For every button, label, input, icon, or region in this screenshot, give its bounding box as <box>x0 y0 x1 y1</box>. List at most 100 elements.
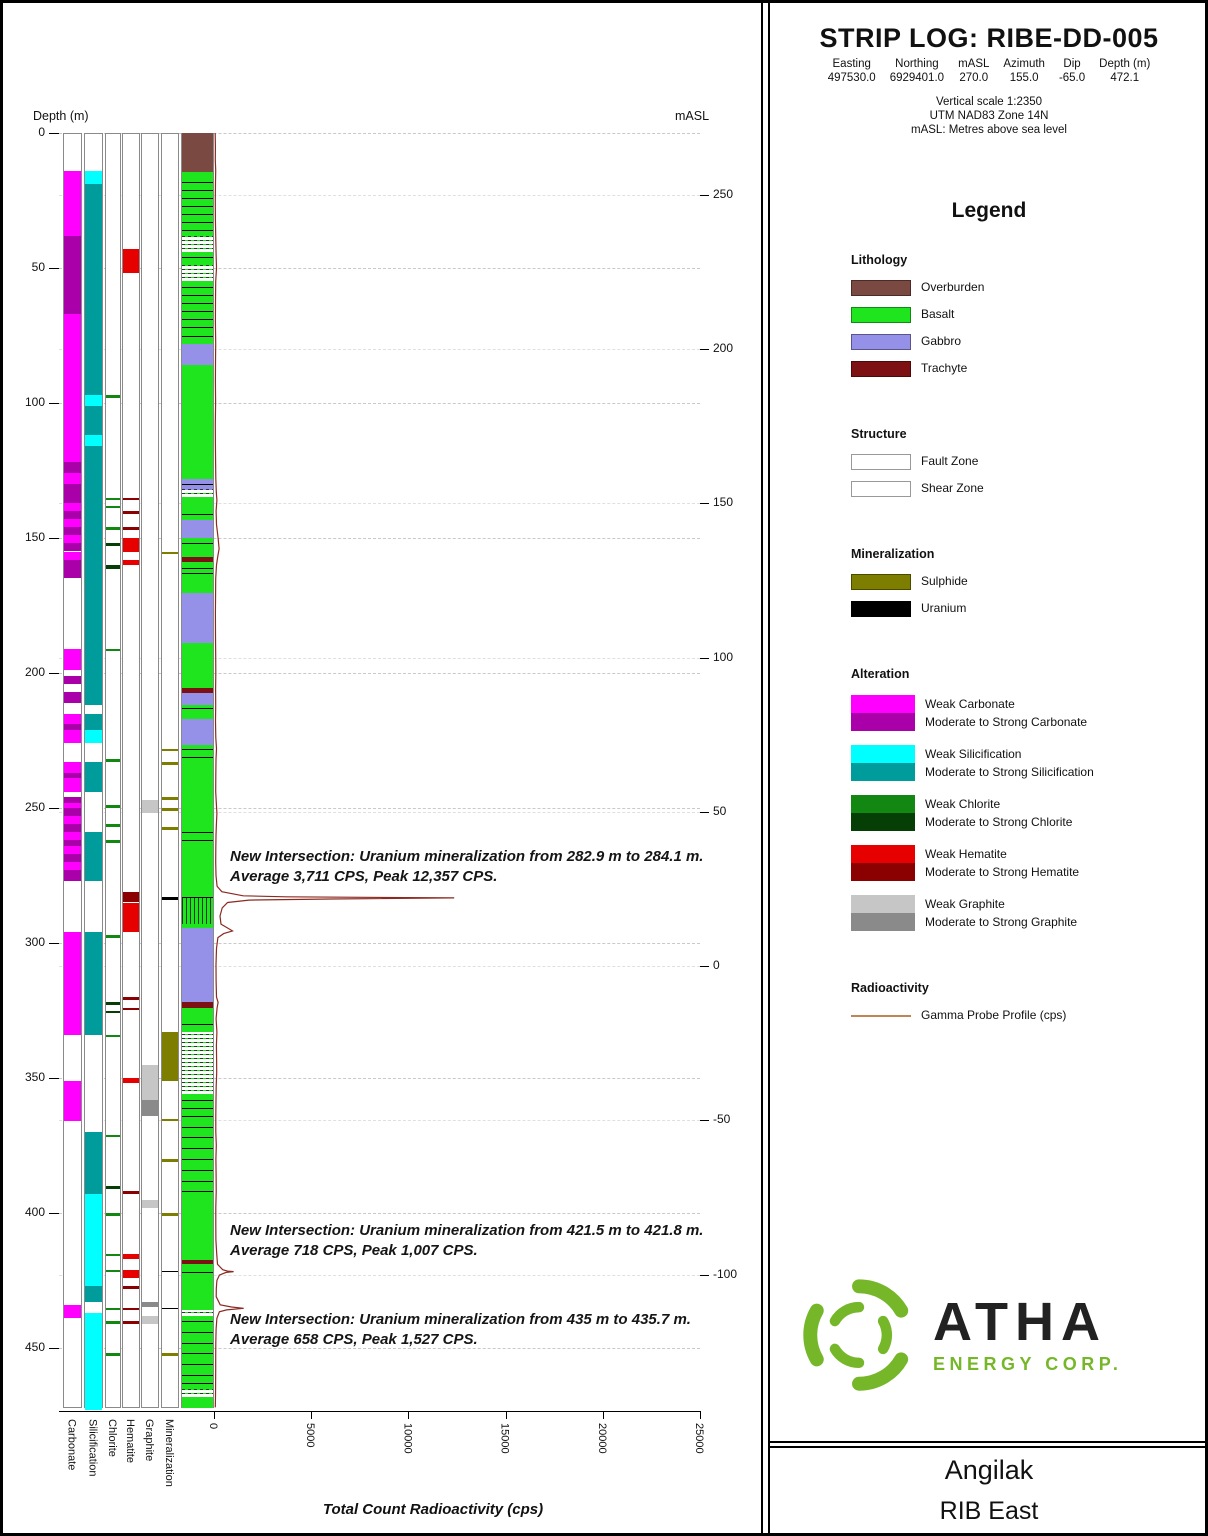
lithology-contact <box>182 748 213 750</box>
lithology-interval <box>182 562 213 594</box>
chlorite-interval <box>106 759 120 763</box>
cps-tick-label: 0 <box>207 1423 219 1430</box>
lithology-contact <box>182 1107 213 1109</box>
depth-axis-label: Depth (m) <box>33 109 89 123</box>
legend-duo-item: Weak Silicification Moderate to Strong Si… <box>851 745 1199 781</box>
mineralization-interval <box>162 1213 178 1216</box>
graphite-interval <box>142 799 158 814</box>
lithology-contact <box>182 335 213 337</box>
lithology-contact <box>182 543 213 545</box>
legend-section-title: Lithology <box>851 253 908 267</box>
carbonate-interval <box>64 808 81 817</box>
chlorite-interval <box>106 505 120 509</box>
hematite-interval <box>123 1285 139 1289</box>
legend-item: Sulphide <box>851 573 1199 590</box>
silicification-interval <box>85 932 102 1035</box>
silicification-interval <box>85 405 102 436</box>
carbonate-interval <box>64 648 81 671</box>
carbonate-interval <box>64 559 81 579</box>
legend-item-label: Basalt <box>921 307 955 321</box>
chlorite-interval <box>106 1253 120 1257</box>
carbonate-interval <box>64 511 81 520</box>
legend-swatch <box>851 600 911 617</box>
legend-duo-labels: Weak Carbonate Moderate to Strong Carbona… <box>925 697 1088 729</box>
carbonate-interval <box>64 170 81 236</box>
silicification-interval <box>85 832 102 881</box>
carbonate-interval <box>64 691 81 703</box>
chlorite-interval <box>106 497 120 501</box>
lithology-interval <box>182 556 213 563</box>
masl-tick <box>700 1274 709 1276</box>
cps-tick <box>602 1411 604 1419</box>
legend-duo-labels: Weak Silicification Moderate to Strong Si… <box>925 747 1094 779</box>
lithology-interval <box>182 365 213 479</box>
lithology-contact <box>182 1342 213 1344</box>
lithology-contact <box>182 1126 213 1128</box>
silicification-interval <box>85 1312 102 1411</box>
depth-tick-label: 450 <box>24 1340 45 1354</box>
lithology-contact <box>182 1180 213 1182</box>
chlorite-interval <box>106 1134 120 1138</box>
masl-tick-label: 0 <box>713 958 720 973</box>
depth-tick-label: 250 <box>24 800 45 814</box>
chlorite-interval <box>106 543 120 547</box>
mineralization-interval <box>162 1118 178 1122</box>
carbonate-interval <box>64 313 81 349</box>
masl-axis-label: mASL <box>675 109 710 123</box>
cps-tick <box>505 1411 507 1419</box>
masl-tick <box>700 811 709 813</box>
chlorite-interval <box>106 565 120 570</box>
hematite-interval <box>123 902 139 933</box>
carbonate-interval <box>64 932 81 1035</box>
lithology-contact <box>182 295 213 296</box>
chlorite-interval <box>106 1186 120 1189</box>
hematite-interval <box>123 997 139 1000</box>
lithology-interval <box>182 1002 213 1008</box>
carbonate-interval <box>64 484 81 503</box>
depth-tick <box>49 808 59 809</box>
cps-tick-label: 25000 <box>693 1423 705 1454</box>
mineralization-interval <box>162 797 178 800</box>
hematite-interval <box>123 511 139 514</box>
carbonate-interval <box>64 235 81 314</box>
legend-swatch <box>851 573 911 590</box>
legend-line-swatch <box>851 1014 911 1017</box>
graphite-interval <box>142 1099 158 1116</box>
chlorite-interval <box>106 840 120 844</box>
depth-tick <box>49 538 59 539</box>
silicification-interval <box>85 729 102 744</box>
masl-tick-label: 250 <box>713 186 734 201</box>
fault-zone-overlay <box>182 897 213 925</box>
mineralization-interval <box>162 551 178 555</box>
masl-tick <box>700 194 709 196</box>
depth-tick-label: 50 <box>31 260 45 274</box>
area-name: RIB East <box>939 1497 1039 1525</box>
mineralization-interval <box>162 1353 178 1357</box>
legend-duo-item: Weak Graphite Moderate to Strong Graphite <box>851 895 1199 931</box>
masl-tick-label: -50 <box>713 1112 731 1127</box>
masl-tick <box>700 349 709 350</box>
lithology-contact <box>182 756 213 758</box>
lithology-contact <box>182 1159 213 1160</box>
silicification-interval <box>85 394 102 406</box>
legend-item: Gamma Probe Profile (cps) <box>851 1007 1199 1024</box>
intersection-annotation: New Intersection: Uranium mineralization… <box>230 1310 691 1348</box>
collar-header: mASL <box>958 58 990 70</box>
chlorite-interval <box>106 1034 120 1038</box>
shear-zone-overlay <box>182 1032 213 1095</box>
legend-section-title: Structure <box>851 427 907 441</box>
legend-duo-swatch <box>851 745 915 781</box>
legend-section: Mineralization Sulphide Uranium <box>851 547 1199 617</box>
legend-swatch <box>851 279 911 296</box>
lithology-contact <box>182 573 213 575</box>
lithology-contact <box>182 257 213 259</box>
lithology-interval <box>182 1260 213 1265</box>
lithology-contact <box>182 1169 213 1171</box>
carbonate-interval <box>64 543 81 552</box>
depth-tick <box>49 1078 59 1079</box>
legend-section: Radioactivity Gamma Probe Profile (cps) <box>851 981 1199 1024</box>
legend-duo-swatch <box>851 845 915 881</box>
legend-duo-labels: Weak Chlorite Moderate to Strong Chlorite <box>925 797 1073 829</box>
carbonate-interval <box>64 832 81 841</box>
